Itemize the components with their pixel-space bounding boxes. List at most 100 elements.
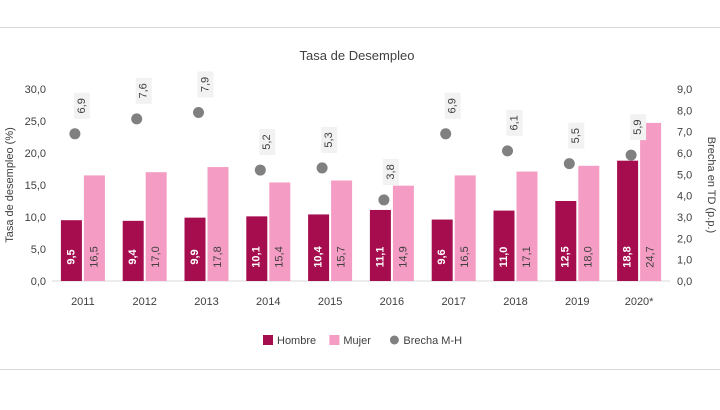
point-brecha [502, 145, 513, 157]
data-label-mujer: 24,7 [645, 246, 657, 267]
bar-mujer [83, 175, 105, 281]
x-tick-label: 2018 [503, 296, 527, 308]
y2-tick-label: 4,0 [677, 191, 692, 203]
y2-tick-label: 2,0 [677, 233, 692, 245]
y2-tick-label: 7,0 [677, 127, 692, 139]
x-tick-label: 2019 [565, 296, 589, 308]
data-label-mujer: 17,1 [521, 246, 533, 267]
legend-label: Mujer [343, 335, 371, 347]
x-tick-label: 2014 [256, 296, 280, 308]
data-label-hombre: 9,6 [436, 249, 448, 264]
data-label-hombre: 9,4 [127, 248, 139, 264]
bar-mujer [145, 172, 167, 281]
data-label-mujer: 18,0 [583, 246, 595, 267]
bar-hombre [122, 220, 144, 281]
data-label-mujer: 16,5 [88, 246, 100, 267]
bar-mujer [269, 182, 291, 281]
bar-hombre [308, 214, 330, 281]
bar-hombre [184, 217, 206, 281]
data-label-bg-brecha [444, 92, 461, 119]
y2-tick-label: 0,0 [677, 276, 692, 288]
legend-label: Brecha M-H [403, 335, 462, 347]
point-brecha [316, 162, 328, 174]
y2-tick-label: 5,0 [677, 169, 692, 181]
data-label-mujer: 14,9 [397, 246, 409, 267]
data-label-hombre: 11,0 [498, 247, 510, 268]
point-brecha [131, 113, 143, 125]
point-brecha [440, 128, 452, 140]
y-tick-label: 5,0 [31, 244, 46, 256]
data-label-mujer: 17,8 [212, 246, 224, 267]
bar-mujer [331, 180, 353, 281]
bar-mujer [454, 175, 476, 281]
top-divider [0, 27, 720, 28]
bar-hombre [60, 220, 82, 281]
x-tick-label: 2012 [132, 296, 156, 308]
data-label-hombre: 9,9 [189, 249, 201, 264]
data-label-bg-brecha [382, 158, 399, 185]
bar-mujer [640, 122, 662, 281]
bar-mujer [516, 171, 538, 281]
bar-mujer [392, 185, 414, 281]
x-tick-label: 2013 [194, 296, 218, 308]
data-label-bg-brecha [259, 129, 276, 156]
y2-tick-label: 3,0 [677, 212, 692, 224]
bar-hombre [246, 216, 268, 281]
data-label-brecha: 5,2 [261, 134, 273, 149]
y-tick-label: 25,0 [25, 116, 46, 128]
data-label-hombre: 9,5 [65, 249, 77, 264]
y2-tick-label: 9,0 [677, 84, 692, 96]
point-brecha [378, 194, 390, 206]
data-label-mujer: 16,5 [459, 246, 471, 267]
x-tick-label: 2015 [318, 296, 342, 308]
y2-tick-label: 8,0 [677, 105, 692, 117]
bar-hombre [369, 209, 391, 281]
data-label-brecha: 6,9 [447, 98, 459, 113]
bottom-divider [0, 369, 720, 370]
data-label-brecha: 3,8 [385, 164, 397, 179]
data-label-mujer: 15,7 [336, 246, 348, 267]
x-tick-label: 2016 [380, 296, 404, 308]
x-tick-label: 2011 [71, 296, 95, 308]
bar-hombre [431, 219, 453, 281]
y2-axis-label: Brecha en TD (p.p.) [705, 137, 717, 233]
data-label-bg-brecha [197, 71, 214, 98]
y2-tick-label: 1,0 [677, 255, 692, 267]
x-tick-label: 2020* [625, 296, 654, 308]
data-label-bg-brecha [506, 109, 523, 136]
data-label-bg-brecha [630, 114, 647, 141]
y-tick-label: 0,0 [31, 276, 46, 288]
y-tick-label: 15,0 [25, 180, 46, 192]
data-label-hombre: 11,1 [374, 247, 386, 268]
bar-mujer [578, 165, 600, 281]
bar-hombre [493, 210, 515, 281]
bar-mujer [207, 167, 229, 281]
point-brecha [69, 128, 81, 140]
y-tick-label: 20,0 [25, 148, 46, 160]
data-label-brecha: 5,3 [323, 132, 335, 147]
point-brecha [193, 106, 204, 118]
y-tick-label: 10,0 [25, 212, 46, 224]
data-label-hombre: 10,1 [251, 246, 263, 267]
data-label-brecha: 5,5 [570, 128, 582, 143]
data-label-bg-brecha [73, 92, 90, 119]
data-label-hombre: 10,4 [313, 245, 325, 267]
data-label-bg-brecha [321, 126, 338, 153]
y-axis-label: Tasa de desempleo (%) [4, 127, 16, 243]
y-tick-label: 30,0 [25, 84, 46, 96]
bar-hombre [617, 160, 639, 281]
y2-tick-label: 6,0 [677, 148, 692, 160]
data-label-brecha: 7,9 [199, 77, 211, 92]
plot-area: 0,0 5,0 10,0 15,0 20,0 25,0 30,0 0,0 1,0 2,0 3,0 4,… [25, 71, 692, 308]
data-label-mujer: 15,4 [274, 246, 286, 267]
data-label-brecha: 6,9 [76, 98, 88, 113]
data-label-brecha: 5,9 [632, 119, 644, 134]
data-label-bg-brecha [568, 122, 585, 149]
data-label-hombre: 12,5 [560, 246, 572, 267]
chart-title: Tasa de Desempleo [300, 48, 415, 63]
data-label-hombre: 18,8 [622, 246, 634, 267]
legend: Hombre Mujer Brecha M-H [263, 335, 462, 347]
x-tick-label: 2017 [441, 296, 465, 308]
legend-label: Hombre [277, 335, 316, 347]
